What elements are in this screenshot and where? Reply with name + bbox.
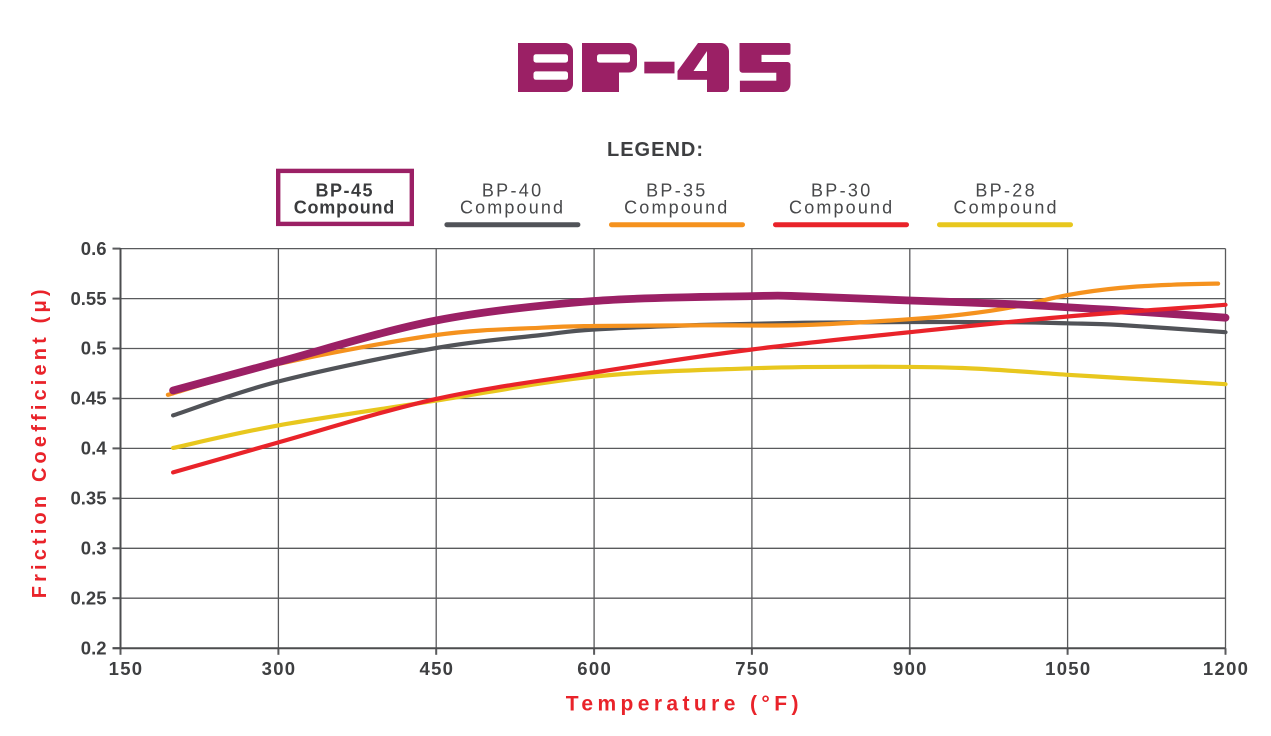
svg-text:Temperature (°F): Temperature (°F) [566,693,803,716]
svg-text:BP-35: BP-35 [646,180,708,200]
svg-text:1050: 1050 [1045,658,1091,679]
svg-text:0.2: 0.2 [81,637,107,658]
svg-text:Compound: Compound [953,197,1058,217]
svg-text:0.55: 0.55 [70,288,106,309]
svg-text:300: 300 [262,658,297,679]
svg-text:BP-40: BP-40 [482,180,544,200]
svg-text:0.4: 0.4 [81,438,107,459]
svg-text:BP-28: BP-28 [975,180,1037,200]
svg-text:0.6: 0.6 [81,238,107,259]
svg-text:750: 750 [735,658,770,679]
svg-text:BP-30: BP-30 [811,180,873,200]
svg-text:0.25: 0.25 [70,588,106,609]
svg-text:600: 600 [577,658,612,679]
svg-text:Compound: Compound [789,197,894,217]
svg-text:Compound: Compound [294,197,395,217]
svg-text:0.45: 0.45 [70,388,106,409]
svg-text:Friction Coefficient (μ): Friction Coefficient (μ) [29,285,51,598]
svg-text:150: 150 [109,658,144,679]
svg-text:BP-45: BP-45 [315,180,374,200]
svg-text:0.5: 0.5 [81,338,107,359]
svg-text:Compound: Compound [460,197,565,217]
svg-text:1200: 1200 [1203,658,1249,679]
svg-text:900: 900 [893,658,928,679]
svg-text:Compound: Compound [624,197,729,217]
svg-text:450: 450 [420,658,455,679]
svg-text:0.35: 0.35 [70,488,106,509]
svg-text:LEGEND:: LEGEND: [607,139,704,161]
svg-text:0.3: 0.3 [81,538,107,559]
